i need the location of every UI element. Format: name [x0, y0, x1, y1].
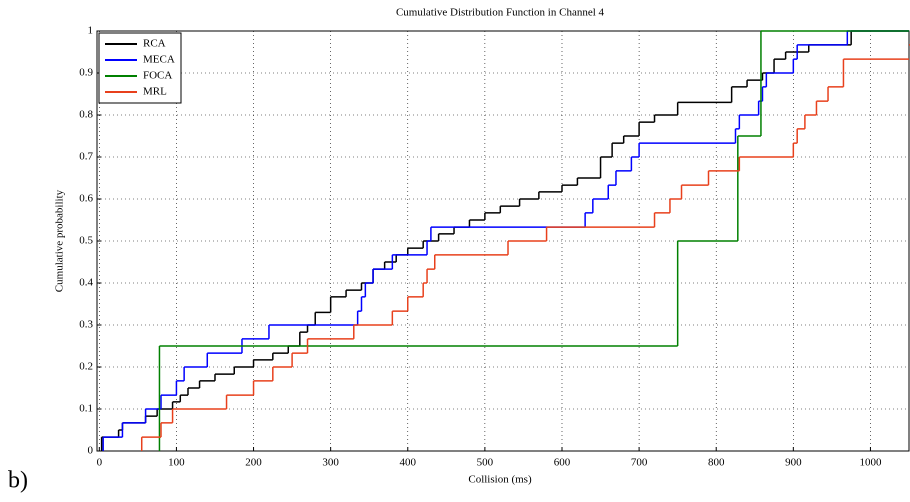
- x-tick-label: 800: [708, 457, 725, 469]
- series: [102, 30, 909, 451]
- x-tick-label: 900: [785, 457, 802, 469]
- y-tick-label: 1: [88, 25, 94, 37]
- y-tick-label: 0.4: [79, 277, 93, 289]
- y-tick-label: 0.5: [79, 235, 93, 247]
- x-tick-label: 300: [322, 457, 339, 469]
- legend-label: MECA: [143, 54, 175, 66]
- legend-label: FOCA: [143, 70, 172, 82]
- x-axis-label: Collision (ms): [468, 474, 532, 486]
- chart-title: Cumulative Distribution Function in Chan…: [396, 7, 605, 19]
- legend-label: RCA: [143, 38, 166, 50]
- y-axis-label: Cumulative probability: [54, 189, 66, 292]
- legend-label: MRL: [143, 86, 167, 98]
- y-tick-label: 0.8: [79, 109, 93, 121]
- y-tick-label: 0.9: [79, 67, 93, 79]
- x-tick-label: 200: [245, 457, 262, 469]
- y-tick-label: 0.3: [79, 319, 93, 331]
- y-tick-label: 0.6: [79, 193, 93, 205]
- x-tick-label: 700: [631, 457, 648, 469]
- x-tick-label: 0: [97, 457, 103, 469]
- y-tick-label: 0.7: [79, 151, 93, 163]
- x-tick-label: 100: [168, 457, 185, 469]
- y-tick-label: 0: [88, 445, 94, 457]
- y-tick-label: 0.1: [79, 403, 93, 415]
- x-tick-label: 1000: [859, 457, 882, 469]
- plot-frame: [96, 30, 910, 452]
- annotation: b): [8, 468, 28, 494]
- series: [158, 30, 909, 451]
- x-tick-label: 500: [477, 457, 494, 469]
- x-tick-label: 400: [400, 457, 417, 469]
- y-tick-label: 0.2: [79, 361, 93, 373]
- x-tick-label: 600: [554, 457, 571, 469]
- series: [140, 44, 910, 451]
